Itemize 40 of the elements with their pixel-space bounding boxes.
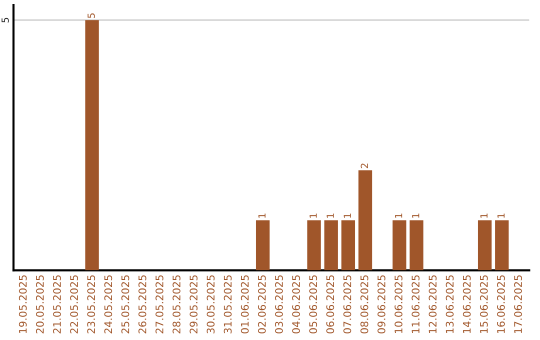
x-tick-label: 24.05.2025 [104, 275, 112, 334]
data-label: 1 [412, 214, 420, 218]
x-tick-label: 23.05.2025 [87, 275, 96, 334]
x-tick-label: 13.06.2025 [446, 275, 454, 333]
x-tick-label: 11.06.2025 [412, 275, 420, 333]
x-tick-label: 03.06.2025 [275, 275, 283, 334]
x-tick-label: 21.05.2025 [53, 275, 61, 334]
x-tick-label: 29.05.2025 [190, 275, 198, 334]
x-tick-label: 31.05.2025 [224, 275, 232, 334]
x-tick-label: 04.06.2025 [292, 275, 300, 334]
x-tick-label: 16.06.2025 [497, 275, 505, 333]
x-tick-label: 19.05.2025 [18, 275, 27, 333]
x-tick-label: 25.05.2025 [121, 275, 130, 334]
data-label: 1 [326, 214, 334, 218]
x-tick-label: 22.05.2025 [70, 275, 78, 334]
data-label: 1 [258, 214, 266, 218]
x-tick-label: 01.06.2025 [240, 275, 249, 334]
data-label: 1 [344, 214, 351, 218]
data-label: 2 [360, 164, 368, 168]
data-label: 1 [395, 214, 402, 218]
x-tick-label: 06.06.2025 [326, 275, 334, 334]
x-tick-label: 17.06.2025 [514, 275, 522, 333]
x-tick-label: 10.06.2025 [394, 275, 402, 333]
x-tick-label: 28.05.2025 [172, 275, 180, 334]
x-tick-label: 27.05.2025 [156, 275, 164, 334]
x-tick-label: 26.05.2025 [138, 275, 146, 334]
x-tick-label: 14.06.2025 [462, 275, 471, 333]
x-tick-label: 05.06.2025 [309, 275, 318, 334]
data-label: 1 [480, 214, 488, 218]
data-label: 1 [497, 214, 505, 218]
x-tick-label: 20.05.2025 [36, 275, 44, 334]
x-tick-label: 07.06.2025 [343, 275, 352, 334]
x-tick-label: 12.06.2025 [428, 275, 437, 333]
data-label: 5 [88, 13, 95, 18]
x-tick-label: 02.06.2025 [258, 275, 266, 334]
x-tick-label: 09.06.2025 [377, 275, 386, 334]
x-tick-label: 30.05.2025 [206, 275, 215, 334]
data-label: 1 [310, 214, 317, 218]
x-tick-label: 08.06.2025 [360, 275, 368, 334]
x-tick-label: 15.06.2025 [480, 275, 488, 333]
